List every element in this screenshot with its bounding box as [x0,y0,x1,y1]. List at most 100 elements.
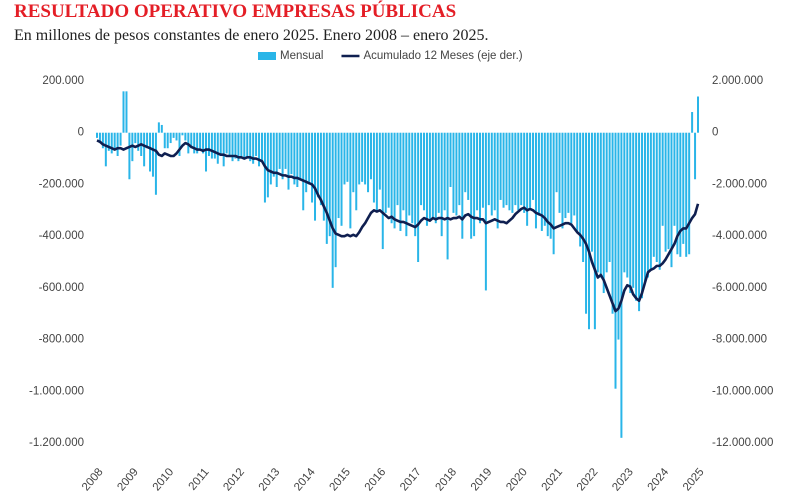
bar [517,132,520,211]
bar [697,96,699,133]
bar [508,132,511,211]
y2-tick-label: -6.000.000 [712,282,767,294]
x-tick-label: 2013 [257,466,283,492]
bar [225,132,228,154]
y2-tick-label: -12.000.000 [712,437,773,449]
y-tick-label: 0 [78,127,84,139]
y2-tick-label: -4.000.000 [712,230,767,242]
bar [122,91,125,133]
bar [561,132,564,229]
bar [137,132,140,151]
bar [676,132,679,255]
y-tick-label: -1.000.000 [29,385,84,397]
bar [252,132,255,164]
x-tick-label: 2025 [681,466,707,492]
bar [473,132,476,237]
bar [287,132,290,190]
bar [611,132,614,314]
bar [570,132,573,224]
bar [467,132,470,200]
bar [667,132,670,250]
bar [420,132,423,206]
bar [605,132,608,273]
bar [290,132,293,175]
x-tick-label: 2024 [646,466,672,492]
bar [110,132,113,154]
bar [464,132,467,193]
bar [104,132,107,167]
x-tick-label: 2015 [327,466,353,492]
bar [107,132,110,151]
bar [231,132,234,162]
bar [196,132,199,154]
bar [552,132,555,255]
y-tick-label: -800.000 [39,334,84,346]
bar [337,132,340,219]
bar [635,132,638,301]
bar [169,132,172,144]
bar [349,132,352,229]
bar [213,132,216,159]
y2-tick-label: -2.000.000 [712,178,767,190]
bar [655,132,658,262]
bar [543,132,546,226]
bar [405,132,408,237]
bar [499,132,502,200]
bar [437,132,440,213]
bar [408,132,411,216]
x-tick-label: 2008 [80,466,106,492]
bar [305,132,308,193]
bar [470,132,473,239]
bar [364,132,367,185]
bar [673,132,676,226]
bar [402,132,405,211]
bar [629,132,632,294]
bar [98,132,101,144]
bar [222,132,225,167]
bar [443,132,446,211]
line [96,139,700,313]
bar [311,132,314,203]
bar [546,132,549,237]
bar [685,132,688,257]
y2-tick-label: -10.000.000 [712,385,773,397]
bar [511,132,514,213]
x-tick-label: 2017 [398,466,424,492]
bar [143,132,146,167]
bar [275,132,278,188]
bar [166,132,169,149]
bar [573,132,576,216]
y2-tick-label: 0 [712,127,718,139]
bar [649,132,652,270]
bar [414,132,417,237]
y2-tick-label: -8.000.000 [712,334,767,346]
bar [549,132,552,239]
bar [355,132,358,211]
bar [425,132,428,226]
bar [487,132,490,206]
bar [172,132,175,138]
bar [593,132,596,330]
bar [157,122,160,133]
bar [151,132,154,177]
bar [555,132,558,193]
bar [664,132,667,252]
chart-title: RESULTADO OPERATIVO EMPRESAS PÚBLICAS [14,0,456,22]
bar [101,132,104,149]
bar [520,132,523,206]
bar [281,132,284,180]
bar [119,132,122,146]
bar [381,132,384,250]
chart-subtitle: En millones de pesos constantes de enero… [14,27,489,44]
y-tick-label: -400.000 [39,230,84,242]
bar [411,132,414,224]
bar [641,132,644,299]
bar [694,132,697,180]
bar [652,132,655,257]
bar [314,132,317,221]
bar [658,132,661,270]
bar [367,132,370,193]
bar [296,132,299,188]
bar [643,132,646,283]
x-tick-label: 2022 [575,466,601,492]
